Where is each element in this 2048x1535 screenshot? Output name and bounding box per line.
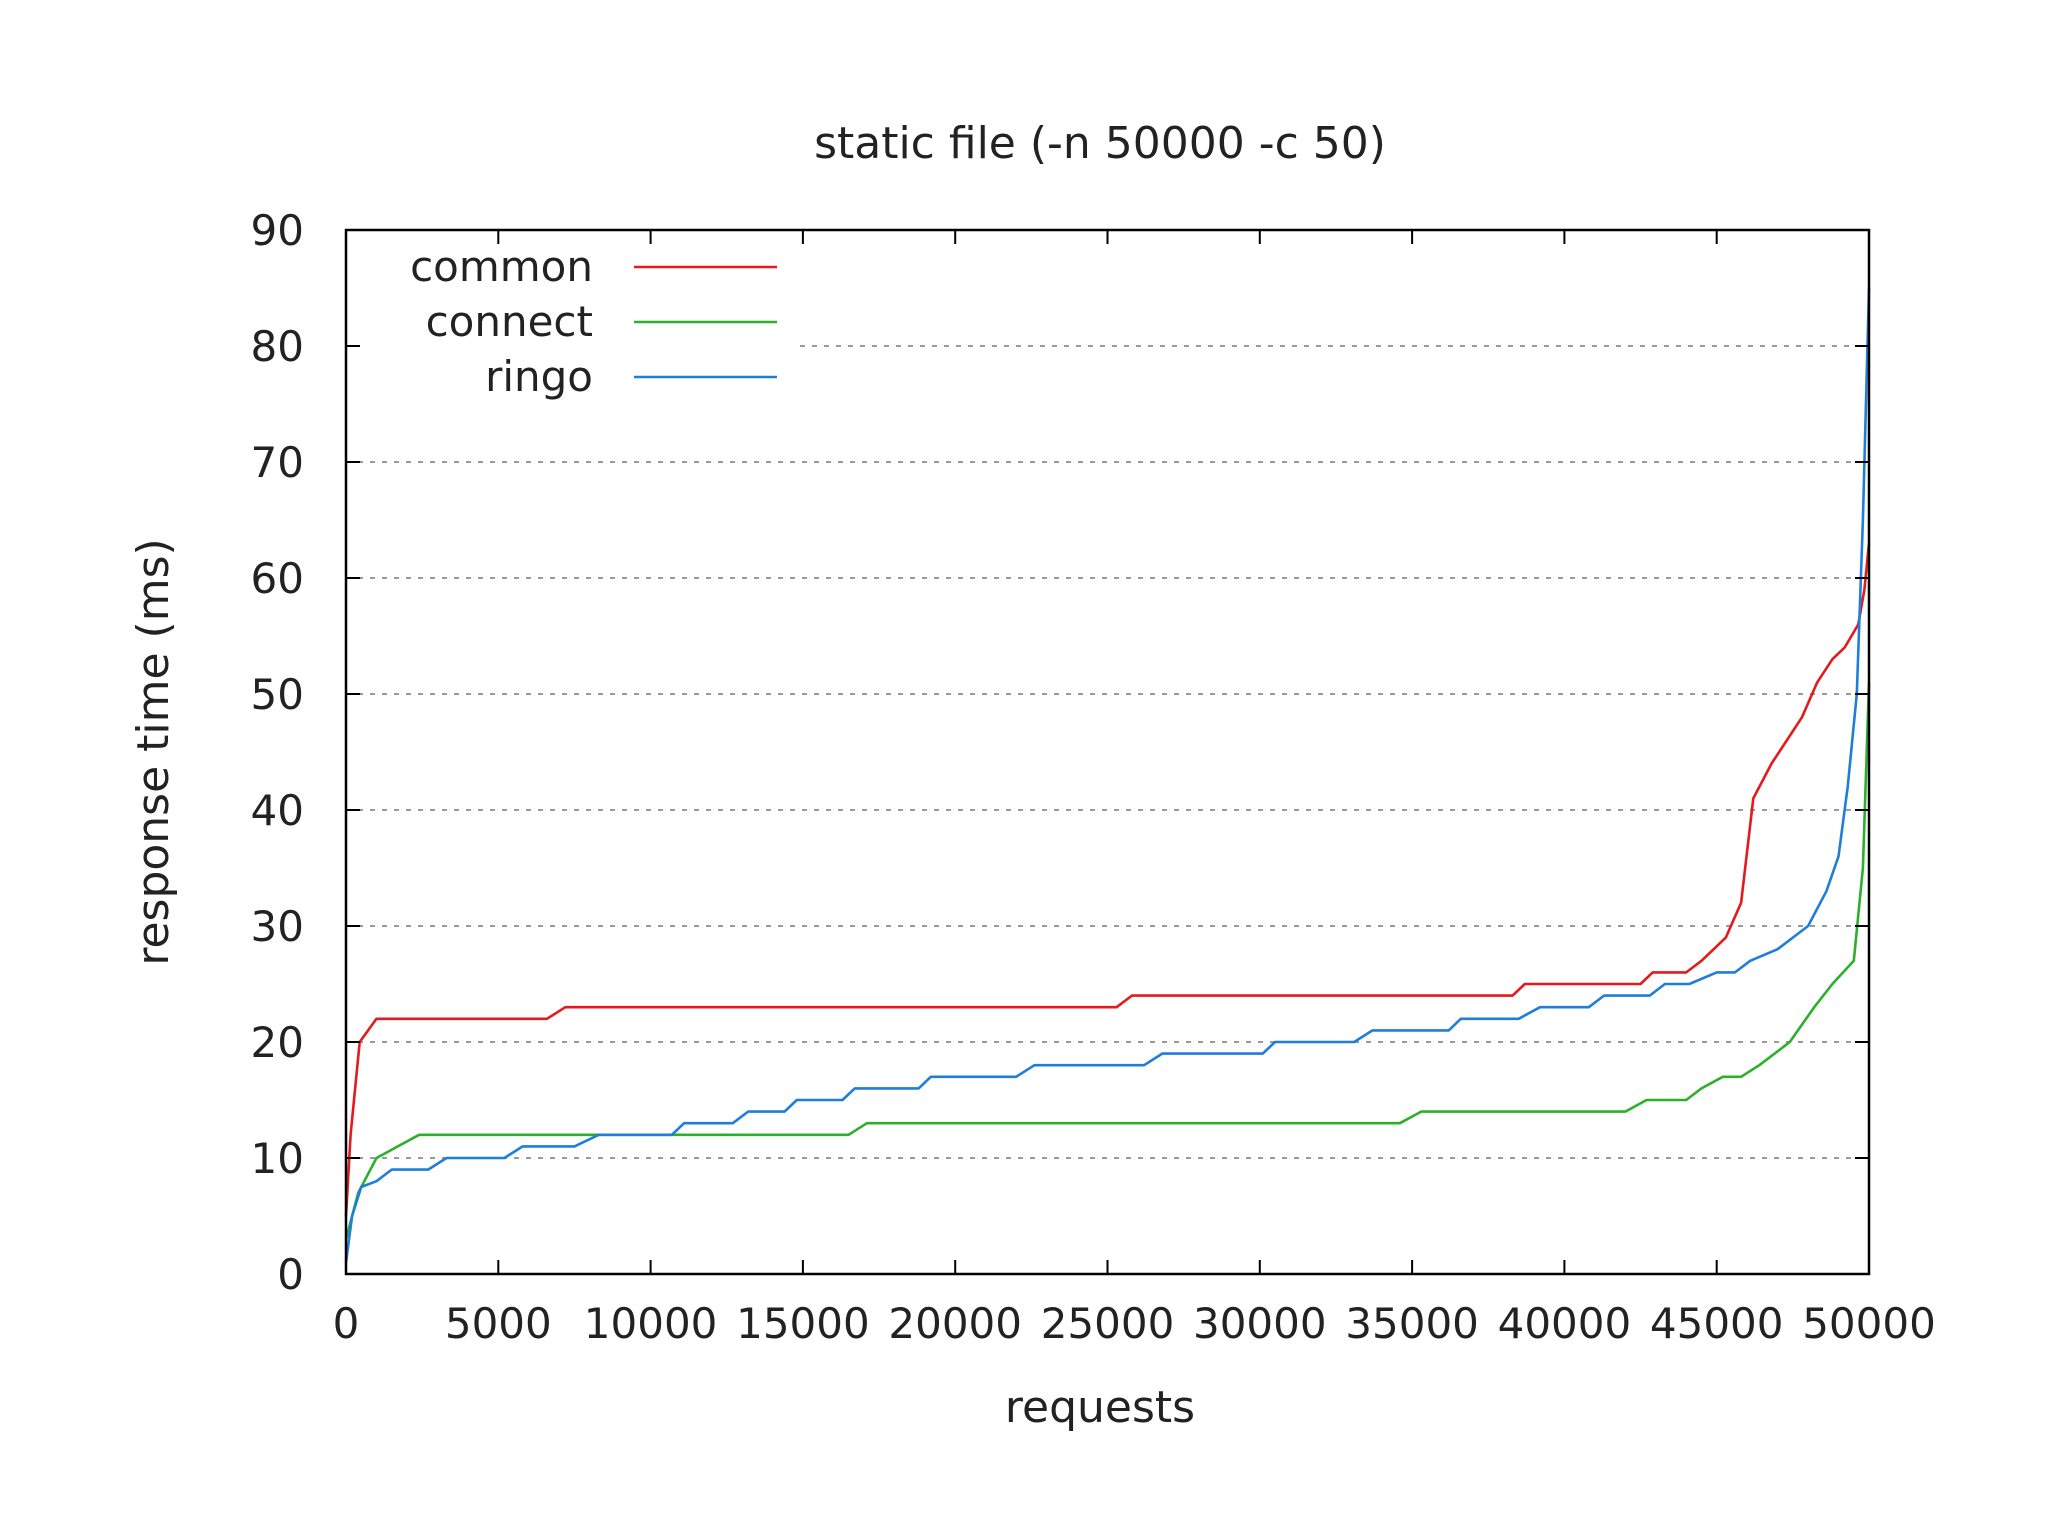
x-tick-label: 0 (333, 1299, 360, 1348)
series-group (344, 287, 1871, 1263)
x-tick-label: 15000 (736, 1299, 870, 1348)
y-axis-label: response time (ms) (128, 538, 179, 965)
y-tick-label: 70 (251, 438, 304, 487)
y-tick-label: 20 (251, 1018, 304, 1067)
y-tick-label: 10 (251, 1134, 304, 1183)
x-tick-label: 35000 (1345, 1299, 1479, 1348)
x-tick-labels: 0 5000 10000 15000 20000 25000 30000 35000 40000… (333, 1299, 1936, 1348)
x-tick-label: 50000 (1802, 1299, 1936, 1348)
x-tick-label: 10000 (584, 1299, 718, 1348)
y-tick-label: 60 (251, 554, 304, 603)
legend-label-connect: connect (426, 297, 593, 346)
y-tick-label: 50 (251, 670, 304, 719)
y-tick-label: 90 (251, 206, 304, 255)
x-tick-label: 20000 (888, 1299, 1022, 1348)
chart-title: static file (-n 50000 -c 50) (814, 118, 1386, 169)
tick-marks (345, 229, 1870, 1275)
y-tick-label: 30 (251, 902, 304, 951)
x-tick-label: 40000 (1498, 1299, 1632, 1348)
series-line-connect (344, 682, 1871, 1240)
x-tick-label: 45000 (1650, 1299, 1784, 1348)
y-tick-labels: 0 10 20 30 40 50 60 70 80 90 (251, 206, 304, 1299)
legend-label-common: common (410, 242, 593, 291)
x-tick-label: 5000 (445, 1299, 552, 1348)
grid-lines (346, 345, 1869, 1159)
x-tick-label: 30000 (1193, 1299, 1327, 1348)
x-tick-label: 25000 (1041, 1299, 1175, 1348)
legend-label-ringo: ringo (485, 352, 593, 401)
legend: common connect ringo (410, 242, 777, 401)
series-line-common (344, 543, 1871, 1217)
x-axis-label: requests (1005, 1382, 1195, 1433)
y-tick-label: 0 (277, 1250, 304, 1299)
series-line-ringo (344, 287, 1871, 1263)
y-tick-label: 40 (251, 786, 304, 835)
y-tick-label: 80 (251, 322, 304, 371)
